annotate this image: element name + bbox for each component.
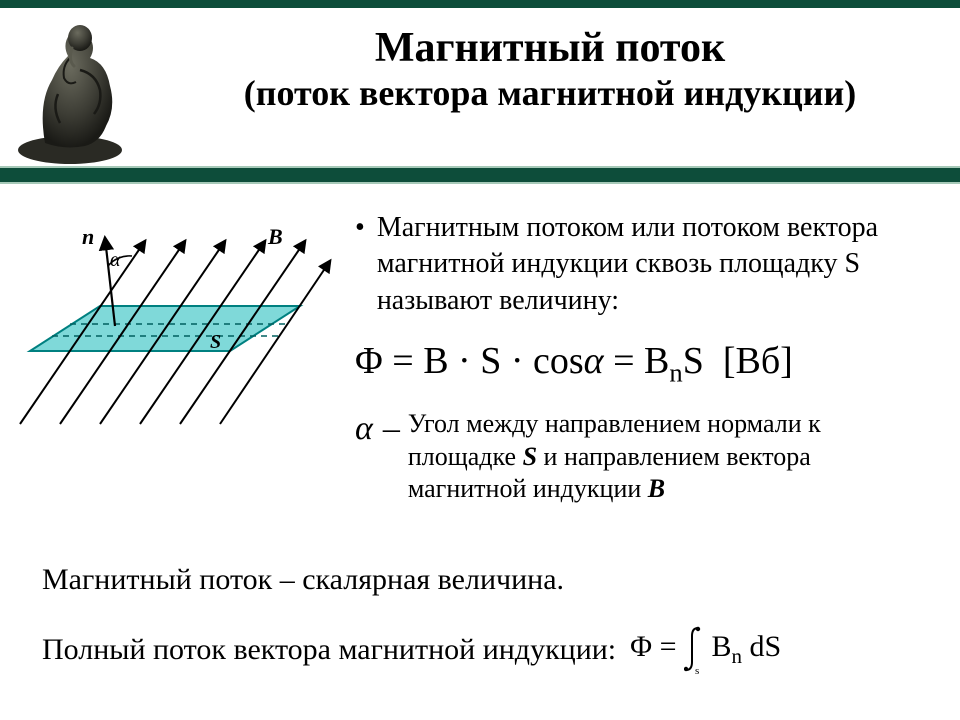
bullet-dot: • [355, 210, 365, 319]
page-title: Магнитный поток [160, 24, 940, 72]
svg-text:s: s [695, 665, 699, 674]
top-green-bar [0, 0, 960, 8]
scalar-statement: Магнитный поток – скалярная величина. [42, 560, 930, 599]
page-subtitle: (поток вектора магнитной индукции) [160, 72, 940, 115]
full-flux-formula: Φ = s Bn dS [630, 624, 781, 674]
title-block: Магнитный поток (поток вектора магнитной… [160, 24, 940, 115]
alpha-dash: – [383, 408, 400, 506]
content-right: • Магнитным потоком или потоком вектора … [355, 210, 930, 506]
label-S: S [210, 331, 221, 353]
label-alpha: α [110, 249, 121, 271]
thinker-image [10, 8, 150, 168]
alpha-symbol: α [355, 408, 373, 506]
flux-diagram: n α B S [10, 196, 340, 436]
alpha-text: Угол между направлением нормали к площад… [408, 408, 930, 506]
formula-main: Φ = B · S · cosα = BnS [Вб] [355, 337, 930, 390]
full-flux-row: Полный поток вектора магнитной индукции:… [42, 624, 930, 674]
definition-text: Магнитным потоком или потоком вектора ма… [377, 210, 930, 319]
divider-green-bar [0, 166, 960, 184]
label-n: n [82, 224, 94, 249]
full-flux-label: Полный поток вектора магнитной индукции: [42, 630, 616, 669]
label-B: B [267, 224, 283, 249]
alpha-definition: α – Угол между направлением нормали к пл… [355, 408, 930, 506]
